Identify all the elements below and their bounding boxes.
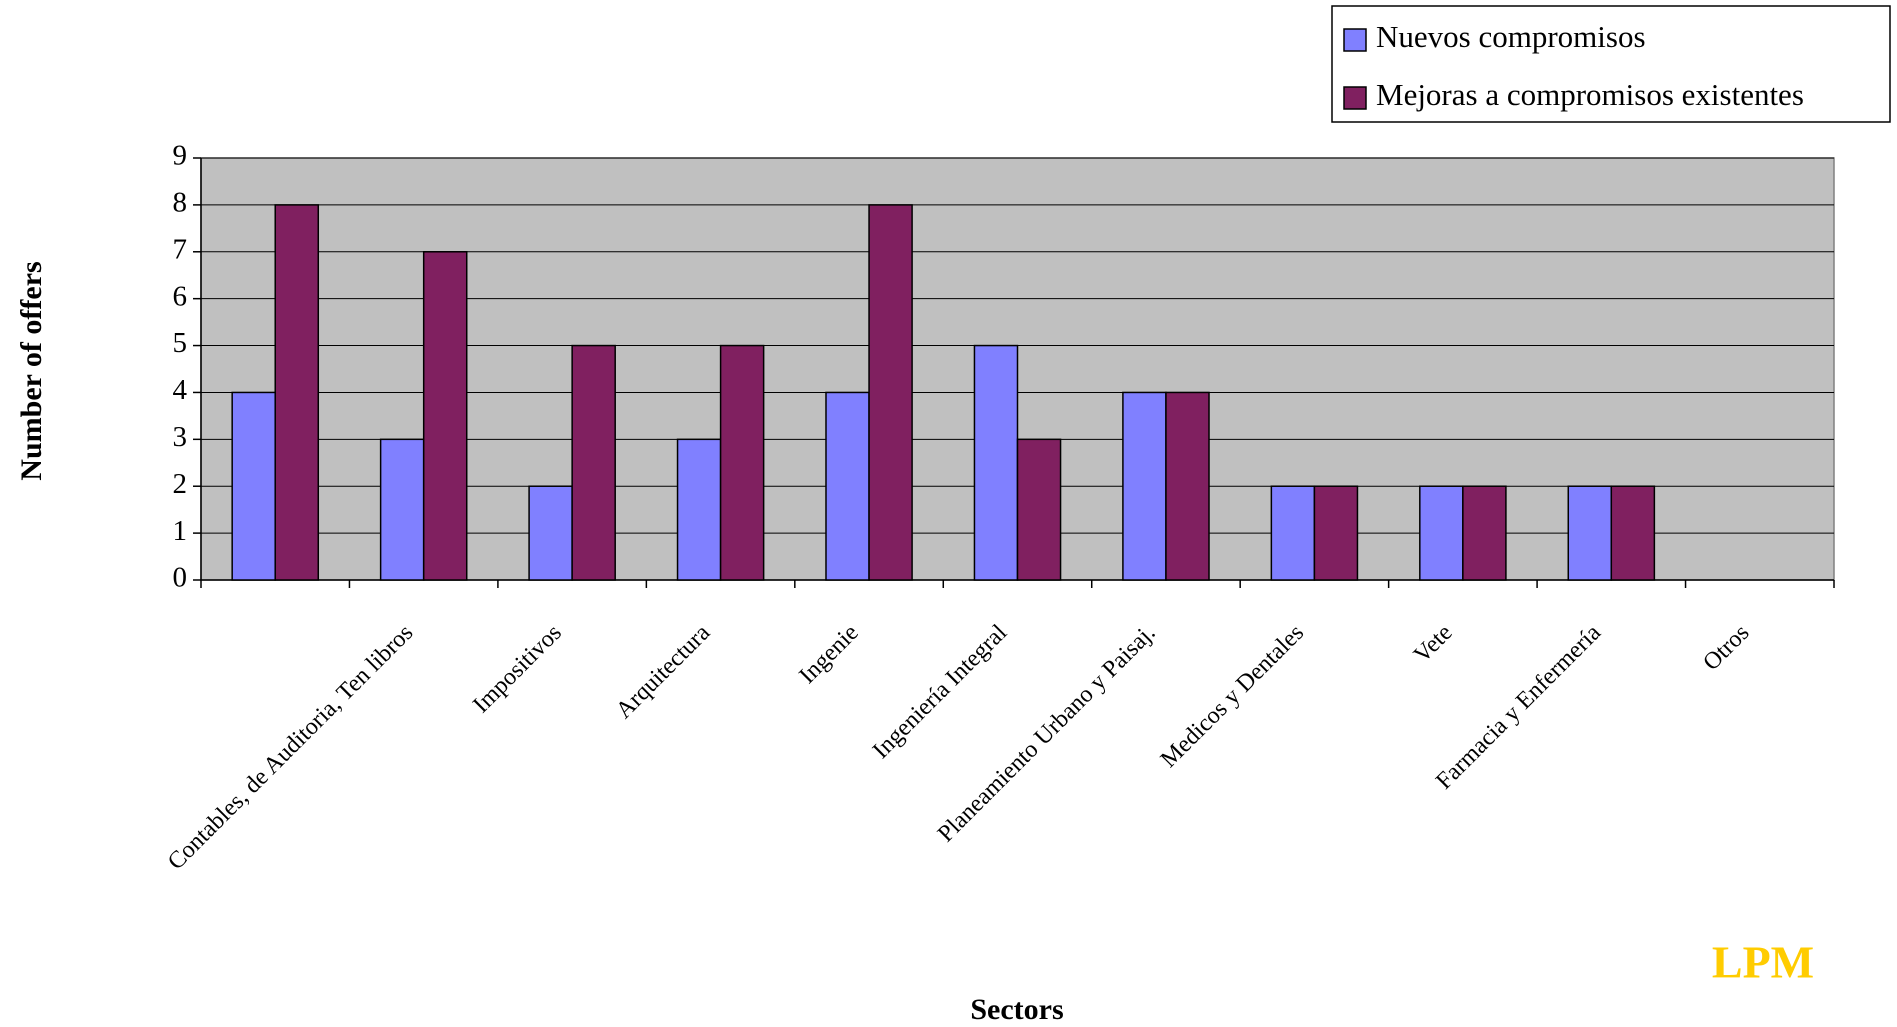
y-tick-label: 5 (173, 327, 188, 359)
bar (379, 438, 425, 581)
x-tick-label: Ingenie (794, 620, 863, 689)
bar (719, 344, 765, 581)
x-axis-title: Sectors (970, 993, 1063, 1026)
bar (1016, 438, 1062, 581)
x-tick-label: Farmacia y Enfermería (1431, 620, 1606, 795)
legend-box (1331, 5, 1891, 123)
y-tick-label: 2 (173, 468, 188, 500)
y-tick-label: 0 (173, 562, 188, 594)
x-tick-label: Arquitectura (611, 620, 715, 724)
bar (1567, 485, 1613, 581)
bar (973, 344, 1019, 581)
bar (825, 391, 870, 581)
y-axis-title: Number of offers (15, 261, 48, 480)
y-tick-label: 7 (173, 233, 188, 265)
x-tick-label: Vete (1409, 620, 1458, 669)
y-tick-label: 8 (173, 187, 188, 219)
bar (1610, 485, 1656, 581)
legend-label: Nuevos compromisos (1376, 19, 1646, 54)
bar (1462, 485, 1507, 581)
y-tick-label: 1 (173, 515, 188, 547)
y-tick-label: 4 (173, 374, 188, 406)
bar (231, 391, 276, 581)
bar (274, 204, 320, 581)
x-tick-label: Contables, de Auditoria, Ten libros (163, 620, 418, 875)
bar (1122, 391, 1167, 581)
y-tick-label: 3 (173, 421, 188, 453)
bar (1419, 485, 1464, 581)
watermark: LPM (1712, 937, 1814, 988)
bar (1165, 391, 1210, 581)
legend-swatch (1343, 86, 1367, 110)
bar (528, 485, 573, 581)
bar (676, 438, 722, 581)
x-tick-label: Ingeniería Integral (868, 620, 1012, 764)
bar (422, 251, 468, 581)
bar (868, 204, 913, 581)
y-tick-label: 9 (173, 140, 188, 172)
legend-label: Mejoras a compromisos existentes (1376, 77, 1804, 112)
x-tick-label: Medicos y Dentales (1156, 620, 1309, 773)
bar (1270, 485, 1316, 581)
bar (571, 344, 616, 581)
x-tick-label: Impositivos (468, 620, 567, 719)
y-tick-label: 6 (173, 280, 188, 312)
bar (1313, 485, 1359, 581)
x-tick-label: Otros (1698, 620, 1754, 676)
legend-swatch (1343, 28, 1367, 52)
